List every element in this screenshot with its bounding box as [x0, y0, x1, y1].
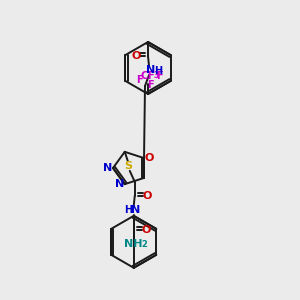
Text: N: N	[146, 65, 156, 75]
Text: N: N	[131, 205, 140, 215]
Text: NH: NH	[124, 239, 143, 249]
Text: F: F	[156, 71, 162, 81]
Text: O: O	[142, 191, 152, 201]
Text: H: H	[154, 66, 162, 76]
Text: N: N	[115, 179, 124, 189]
Text: 2: 2	[142, 240, 148, 249]
Text: N: N	[103, 163, 112, 173]
Text: S: S	[125, 161, 133, 171]
Text: 3: 3	[153, 71, 159, 80]
Text: O: O	[141, 225, 150, 235]
Text: O: O	[144, 153, 153, 163]
Text: F: F	[147, 80, 153, 90]
Text: O: O	[131, 51, 141, 61]
Text: F: F	[136, 75, 142, 85]
Text: H: H	[124, 205, 132, 215]
Text: CF: CF	[141, 71, 155, 81]
